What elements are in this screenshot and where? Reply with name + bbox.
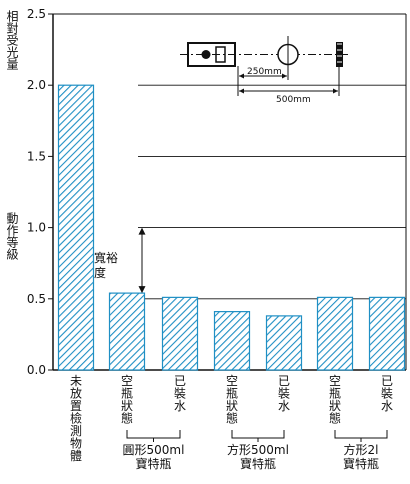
sensor-emitter-icon — [201, 50, 211, 59]
group-bracket — [231, 430, 285, 439]
x-tick-label: 物 — [70, 437, 82, 451]
group-label: 寶特瓶 — [135, 456, 171, 471]
x-tick-label: 水 — [174, 399, 186, 413]
margin-label: 寬裕 — [94, 250, 118, 265]
y-tick-label: 2.5 — [27, 7, 46, 21]
x-tick-label: 空 — [226, 374, 238, 388]
group-bracket — [126, 430, 181, 439]
x-tick-label: 已 — [278, 374, 290, 388]
group-label: 寶特瓶 — [343, 456, 379, 471]
y-tick-label: 0.0 — [27, 363, 46, 377]
dim-long-label: 500mm — [276, 95, 311, 105]
x-tick-label: 水 — [278, 399, 290, 413]
y-tick-label: 1.5 — [27, 149, 46, 163]
x-tick-label: 測 — [70, 424, 82, 438]
x-tick-label: 置 — [70, 399, 82, 413]
y-axis-label: 相對受光量 — [5, 10, 19, 70]
x-tick-label: 未 — [70, 374, 82, 388]
x-tick-label: 瓶 — [329, 387, 341, 401]
bar — [57, 84, 95, 371]
group-label: 圓形500ml — [123, 443, 185, 457]
y-tick-label: 0.5 — [27, 292, 46, 306]
x-tick-label: 狀 — [329, 399, 341, 413]
x-tick-label: 態 — [226, 411, 238, 426]
bar — [265, 315, 303, 371]
bar — [316, 296, 354, 371]
margin-arrowheads — [138, 227, 146, 294]
x-tick-label: 態 — [121, 411, 133, 426]
x-tick-label: 狀 — [121, 399, 133, 413]
bar — [213, 311, 251, 371]
x-tick-label: 瓶 — [226, 387, 238, 401]
x-tick-label: 狀 — [226, 399, 238, 413]
group-bracket — [334, 430, 388, 439]
x-tick-label: 裝 — [278, 387, 290, 401]
x-tick-label: 瓶 — [121, 387, 133, 401]
group-label: 方形500ml — [227, 442, 289, 457]
reflector-icon — [336, 42, 343, 67]
x-tick-label: 檢 — [70, 411, 82, 426]
x-tick-label: 空 — [121, 374, 133, 388]
margin-label: 度 — [94, 265, 106, 280]
bar — [108, 292, 146, 371]
x-tick-label: 裝 — [174, 387, 186, 401]
bar — [368, 296, 406, 371]
measurement-inset: 250mm 500mm — [180, 36, 350, 105]
x-tick-label: 水 — [381, 399, 393, 413]
sensor-body — [187, 42, 236, 67]
x-tick-label: 空 — [329, 374, 341, 388]
bar — [161, 296, 199, 371]
group-label: 方形2l — [344, 442, 379, 457]
x-tick-label: 體 — [70, 449, 82, 463]
x-tick-label: 已 — [381, 374, 393, 388]
x-tick-label: 裝 — [381, 387, 393, 401]
x-tick-label: 態 — [329, 411, 341, 426]
x-tick-label: 已 — [174, 374, 186, 388]
dim-short-label: 250mm — [247, 67, 282, 77]
group-label: 寶特瓶 — [240, 456, 276, 471]
x-tick-label: 放 — [70, 386, 82, 401]
y-tick-label: 2.0 — [27, 78, 46, 92]
y-tick-label: 1.0 — [27, 221, 46, 235]
threshold-label: 動作等級 — [5, 212, 19, 260]
